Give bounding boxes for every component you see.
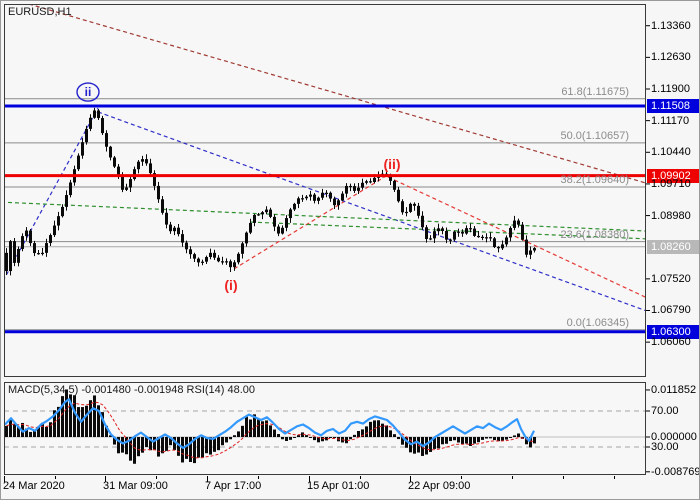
macd-signal-line [6, 401, 535, 459]
macd-scale-min: -0.008769 [651, 465, 700, 478]
price-badge: 1.06300 [647, 324, 699, 339]
rsi-scale-70: 70.00 [651, 405, 679, 417]
rsi-line [5, 398, 535, 449]
price-badge: 1.09902 [647, 168, 699, 183]
price-axis-label: 1.13360 [651, 19, 691, 32]
trendline-impulse-up-red[interactable] [233, 174, 389, 270]
trendline-impulse-up-blue[interactable] [3, 107, 99, 281]
fib-label: 61.8(1.11675) [561, 85, 629, 98]
price-axis-label: 1.08980 [651, 209, 691, 222]
fib-label: 50.0(1.10657) [560, 129, 630, 142]
price-axis-label: 1.11900 [651, 83, 690, 95]
time-axis-label: 7 Apr 17:00 [205, 480, 262, 492]
price-badge: 1.11508 [647, 98, 699, 113]
trendline-impulse-down-red[interactable] [387, 176, 649, 299]
symbol-label: EURUSD,H1 [8, 6, 72, 18]
price-axis-label: 1.12630 [651, 51, 691, 64]
time-axis-label: 22 Apr 09:00 [408, 480, 471, 492]
wave-label-ii[interactable]: ii [84, 85, 92, 100]
price-axis-label: 1.11170 [651, 114, 690, 127]
macd-scale-max: 0.011852 [651, 383, 697, 396]
price-axis-label: 1.10440 [651, 146, 691, 159]
main-chart-plot[interactable] [4, 4, 646, 377]
indicator-label: MACD(5,34,5) -0.001480 -0.001948 RSI(14)… [8, 384, 256, 396]
price-axis-label: 1.07520 [651, 272, 691, 285]
price-axis-label: 1.09710 [651, 177, 691, 190]
wave-label-i[interactable]: (i) [224, 276, 238, 293]
time-axis-label: 24 Mar 2020 [3, 480, 65, 492]
trendline-long-resistance[interactable] [29, 4, 649, 184]
macd-scale-zero: 0.000000 [651, 431, 697, 443]
fib-label: 0.0(1.06345) [566, 316, 629, 329]
price-axis-label: 1.06790 [651, 304, 691, 317]
rsi-scale-30: 30.00 [651, 441, 679, 453]
fib-label: 23.6(1.08380) [560, 228, 630, 241]
time-axis-label: 15 Apr 01:00 [307, 480, 370, 492]
wave-label-ii[interactable]: (ii) [383, 155, 401, 172]
main-chart-layer [1, 4, 649, 334]
macd-layer [5, 389, 645, 464]
price-axis-label: 1.06060 [651, 336, 691, 349]
wave-circle[interactable] [76, 82, 100, 102]
current-price-badge: 1.08260 [647, 239, 699, 254]
trendline-green-upper[interactable] [1, 201, 649, 232]
fib-label: 38.2(1.09640) [560, 173, 630, 186]
time-axis-label: 31 Mar 09:00 [103, 480, 168, 492]
trendline-green-lower[interactable] [250, 221, 649, 240]
macd-panel-plot[interactable] [4, 382, 646, 475]
